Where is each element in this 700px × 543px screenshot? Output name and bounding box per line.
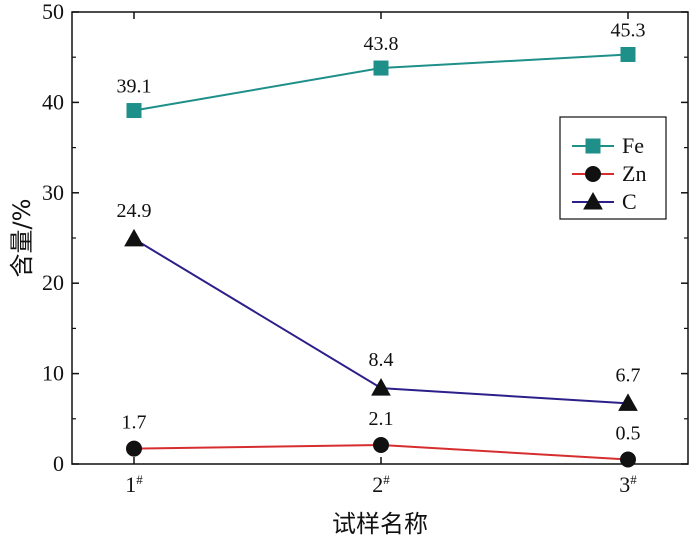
x-tick-label-base: 2: [372, 472, 383, 497]
y-tick-label: 20: [42, 270, 64, 295]
data-point-zn: [373, 437, 389, 454]
data-label-c: 6.7: [616, 364, 641, 386]
x-tick-label: 3#: [619, 472, 637, 497]
legend-box: [559, 116, 667, 220]
legend-label-zn: Zn: [622, 161, 646, 186]
x-tick-label: 1#: [125, 472, 143, 497]
x-axis-label: 试样名称: [332, 510, 428, 538]
data-label-c: 24.9: [117, 200, 152, 222]
legend-label-fe: Fe: [622, 133, 644, 158]
data-label-zn: 2.1: [369, 408, 394, 430]
data-label-c: 8.4: [369, 349, 394, 371]
x-tick-label-base: 1: [125, 472, 136, 497]
data-point-fe: [126, 103, 142, 119]
data-point-zn: [620, 451, 636, 468]
data-label-fe: 39.1: [117, 76, 152, 98]
data-point-zn: [126, 440, 142, 457]
legend-marker-zn: [585, 166, 601, 182]
series-layer: [124, 46, 638, 468]
plot-frame: [71, 11, 689, 465]
data-point-fe: [620, 46, 636, 62]
legend: Fe Zn C: [559, 116, 667, 220]
y-tick-label: 30: [42, 180, 64, 205]
x-tick-label: 2#: [372, 472, 390, 497]
x-tick-label-sup: #: [383, 472, 390, 487]
legend-marker-c: [583, 191, 603, 210]
data-label-fe: 43.8: [364, 33, 399, 55]
y-tick-label: 50: [42, 0, 64, 24]
y-tick-label: 10: [42, 361, 64, 386]
data-point-c: [618, 393, 638, 411]
x-tick-label-sup: #: [136, 472, 143, 487]
y-axis: 0 10 20 30 40 50: [42, 0, 688, 476]
y-tick-label: 0: [53, 451, 64, 476]
y-tick-label: 40: [42, 89, 64, 114]
data-point-fe: [373, 60, 389, 76]
data-label-fe: 45.3: [611, 19, 646, 41]
y-axis-label: 含量/%: [8, 199, 36, 278]
data-labels: 39.1 43.8 45.3 1.7 2.1 0.5 24.9 8.4 6.7: [117, 19, 646, 444]
legend-label-c: C: [622, 189, 637, 214]
data-point-c: [124, 228, 144, 247]
data-label-zn: 1.7: [122, 412, 147, 434]
x-tick-label-base: 3: [619, 472, 630, 497]
data-point-c: [371, 378, 391, 396]
x-tick-label-sup: #: [630, 472, 637, 487]
legend-marker-fe: [585, 138, 601, 154]
data-label-zn: 0.5: [616, 422, 641, 444]
